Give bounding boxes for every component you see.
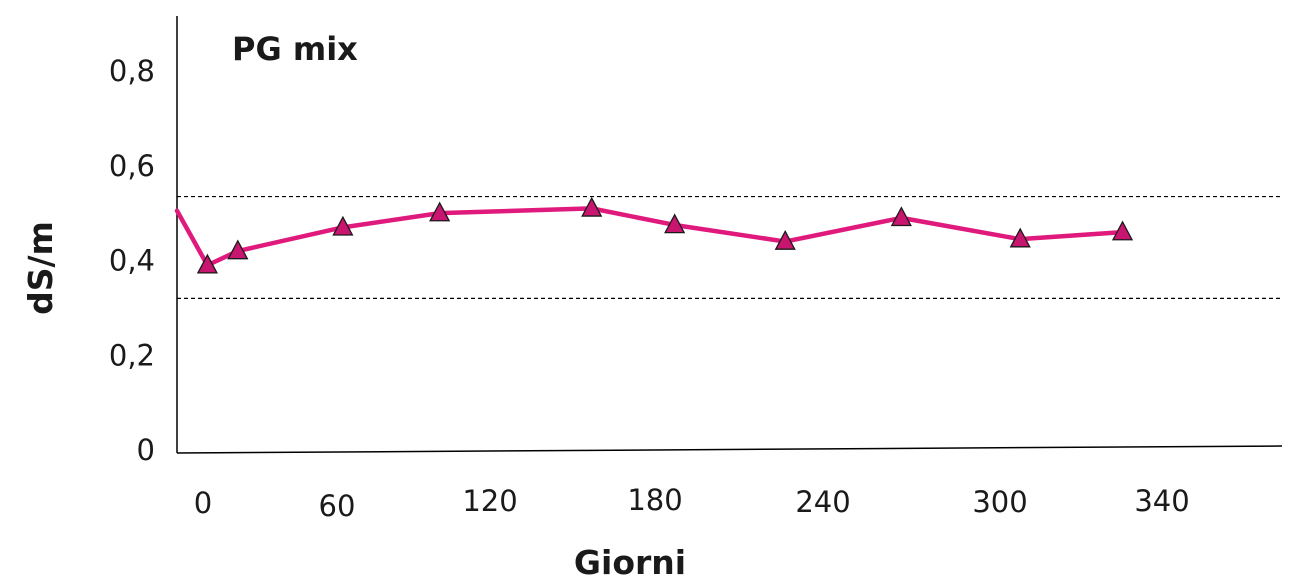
x-axis-line	[176, 445, 1283, 454]
y-tick-label: 0	[137, 433, 155, 467]
data-point-marker	[227, 239, 249, 260]
series-layer	[174, 196, 1134, 274]
reference-lines	[177, 195, 1282, 299]
data-point-marker	[332, 215, 354, 236]
x-tick-label: 0	[194, 486, 212, 520]
y-tick-labels: 0 0,2 0,4 0,6 0,8	[109, 54, 155, 467]
x-tick-label: 180	[627, 483, 682, 517]
data-point-marker	[664, 213, 686, 234]
data-point-marker	[1009, 227, 1031, 248]
x-tick-label: 340	[1134, 484, 1189, 518]
y-tick-label: 0,6	[109, 149, 155, 183]
data-point-marker	[890, 206, 912, 227]
x-tick-label: 300	[972, 485, 1027, 519]
y-tick-label: 0,4	[109, 244, 155, 278]
series-line	[174, 206, 1125, 268]
chart-title: PG mix	[232, 30, 358, 68]
data-point-marker	[774, 229, 796, 250]
y-tick-label: 0,2	[109, 338, 155, 372]
data-point-marker	[1111, 220, 1134, 241]
x-tick-label: 60	[319, 489, 356, 523]
x-axis-title: Giorni	[574, 543, 686, 582]
data-point-marker	[581, 196, 603, 217]
x-tick-label: 120	[462, 484, 517, 518]
data-point-marker	[429, 201, 451, 222]
data-point-marker	[196, 253, 218, 274]
y-axis-title: dS/m	[21, 221, 60, 315]
x-tick-label: 240	[795, 485, 850, 519]
x-tick-labels: 0 60 120 180 240 300 340	[194, 483, 1190, 523]
y-tick-label: 0,8	[109, 54, 155, 88]
